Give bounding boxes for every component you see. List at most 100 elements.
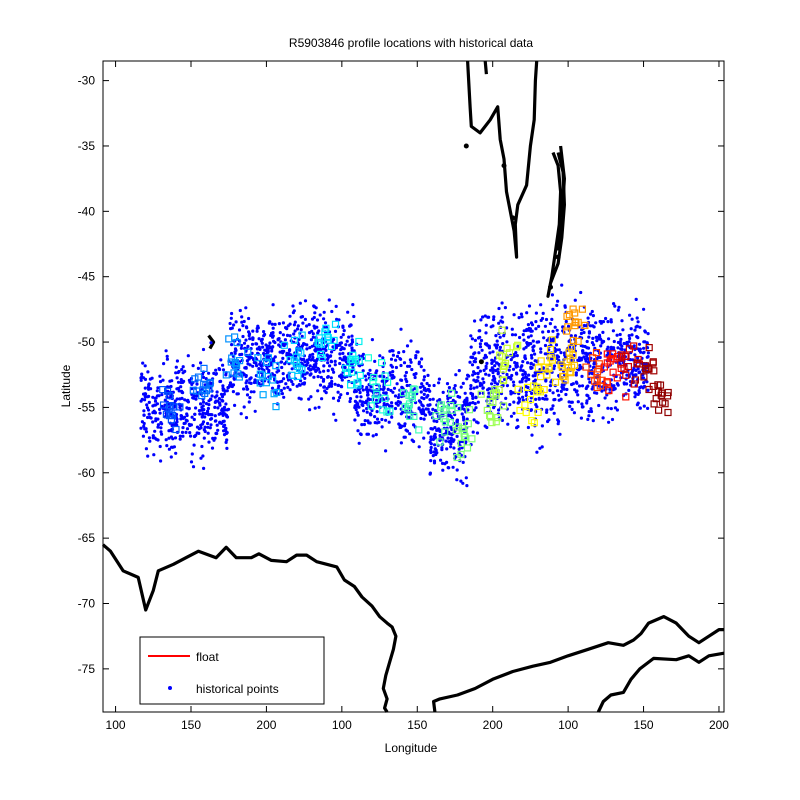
- historical-point: [590, 309, 594, 314]
- float-profiles-layer: [159, 305, 672, 462]
- historical-point: [156, 425, 160, 429]
- historical-point: [224, 440, 228, 444]
- historical-point: [426, 388, 430, 392]
- historical-point: [513, 361, 517, 365]
- historical-point: [190, 452, 194, 456]
- historical-point: [459, 385, 463, 389]
- historical-point: [564, 319, 568, 324]
- historical-point: [151, 434, 155, 438]
- historical-point: [628, 336, 632, 341]
- historical-point: [615, 408, 620, 412]
- historical-point: [288, 314, 292, 318]
- float-marker: [164, 387, 172, 395]
- historical-point: [365, 385, 369, 389]
- float-marker: [262, 358, 271, 366]
- historical-point: [565, 387, 569, 392]
- historical-point: [518, 335, 522, 340]
- historical-point: [474, 357, 478, 361]
- historical-point: [405, 383, 409, 388]
- historical-point: [633, 353, 637, 357]
- historical-point: [538, 446, 542, 450]
- historical-point: [330, 350, 334, 354]
- historical-point: [258, 362, 262, 366]
- x-tick-label: 200: [256, 718, 276, 732]
- historical-point: [312, 324, 316, 328]
- historical-point: [159, 430, 163, 434]
- historical-point: [433, 436, 437, 440]
- historical-point: [353, 399, 357, 403]
- historical-point: [193, 412, 197, 416]
- float-marker: [596, 382, 604, 390]
- historical-point: [616, 340, 621, 345]
- historical-point: [143, 427, 147, 431]
- historical-point: [248, 377, 252, 381]
- historical-point: [158, 411, 162, 415]
- historical-point: [253, 409, 257, 413]
- float-marker: [522, 408, 530, 417]
- historical-point: [455, 419, 459, 423]
- historical-point: [322, 385, 326, 389]
- historical-point: [366, 393, 370, 397]
- float-marker: [298, 331, 306, 339]
- float-marker: [498, 353, 506, 361]
- float-marker: [494, 414, 502, 422]
- historical-point: [330, 379, 334, 384]
- historical-point: [428, 472, 432, 476]
- historical-point: [628, 358, 633, 362]
- historical-point: [497, 306, 501, 311]
- historical-point: [326, 369, 330, 373]
- historical-point: [238, 353, 242, 357]
- float-marker: [496, 351, 504, 359]
- historical-point: [429, 435, 433, 439]
- historical-point: [369, 413, 373, 417]
- historical-point: [432, 383, 436, 388]
- historical-point: [540, 424, 545, 428]
- historical-point: [526, 335, 531, 339]
- historical-point: [638, 386, 642, 390]
- historical-point: [338, 352, 342, 356]
- historical-point: [595, 335, 599, 339]
- historical-point: [637, 342, 642, 346]
- historical-point: [343, 365, 347, 370]
- float-marker: [546, 345, 555, 354]
- historical-point: [476, 421, 480, 425]
- historical-point: [310, 317, 315, 321]
- historical-point: [357, 388, 361, 392]
- float-marker: [613, 374, 621, 382]
- historical-point: [645, 355, 649, 359]
- historical-point: [353, 388, 357, 392]
- historical-point: [164, 349, 168, 353]
- historical-point: [342, 357, 346, 362]
- historical-point: [429, 450, 433, 455]
- historical-point: [251, 357, 256, 362]
- historical-point: [292, 309, 296, 313]
- historical-point: [535, 450, 539, 454]
- historical-point: [160, 432, 164, 436]
- historical-point: [275, 380, 280, 384]
- historical-point: [535, 405, 539, 409]
- historical-point: [473, 360, 477, 364]
- historical-point: [184, 430, 188, 434]
- y-tick-label: -65: [78, 531, 96, 545]
- historical-point: [616, 346, 620, 350]
- historical-point: [212, 438, 216, 442]
- historical-point: [543, 343, 548, 348]
- historical-point: [510, 327, 514, 331]
- historical-point: [329, 360, 334, 364]
- float-marker: [290, 336, 298, 344]
- historical-point: [389, 363, 393, 367]
- historical-point: [307, 331, 312, 335]
- historical-point: [487, 391, 491, 395]
- historical-point: [183, 398, 187, 402]
- historical-point: [350, 334, 354, 338]
- historical-point: [393, 394, 398, 398]
- historical-point: [484, 323, 488, 327]
- historical-point: [277, 343, 281, 347]
- historical-point: [620, 344, 624, 348]
- float-profile-13: [495, 326, 522, 394]
- historical-point: [555, 335, 559, 339]
- historical-point: [478, 369, 482, 373]
- historical-point: [255, 347, 259, 351]
- historical-point: [389, 373, 393, 377]
- float-profile-5: [280, 331, 306, 380]
